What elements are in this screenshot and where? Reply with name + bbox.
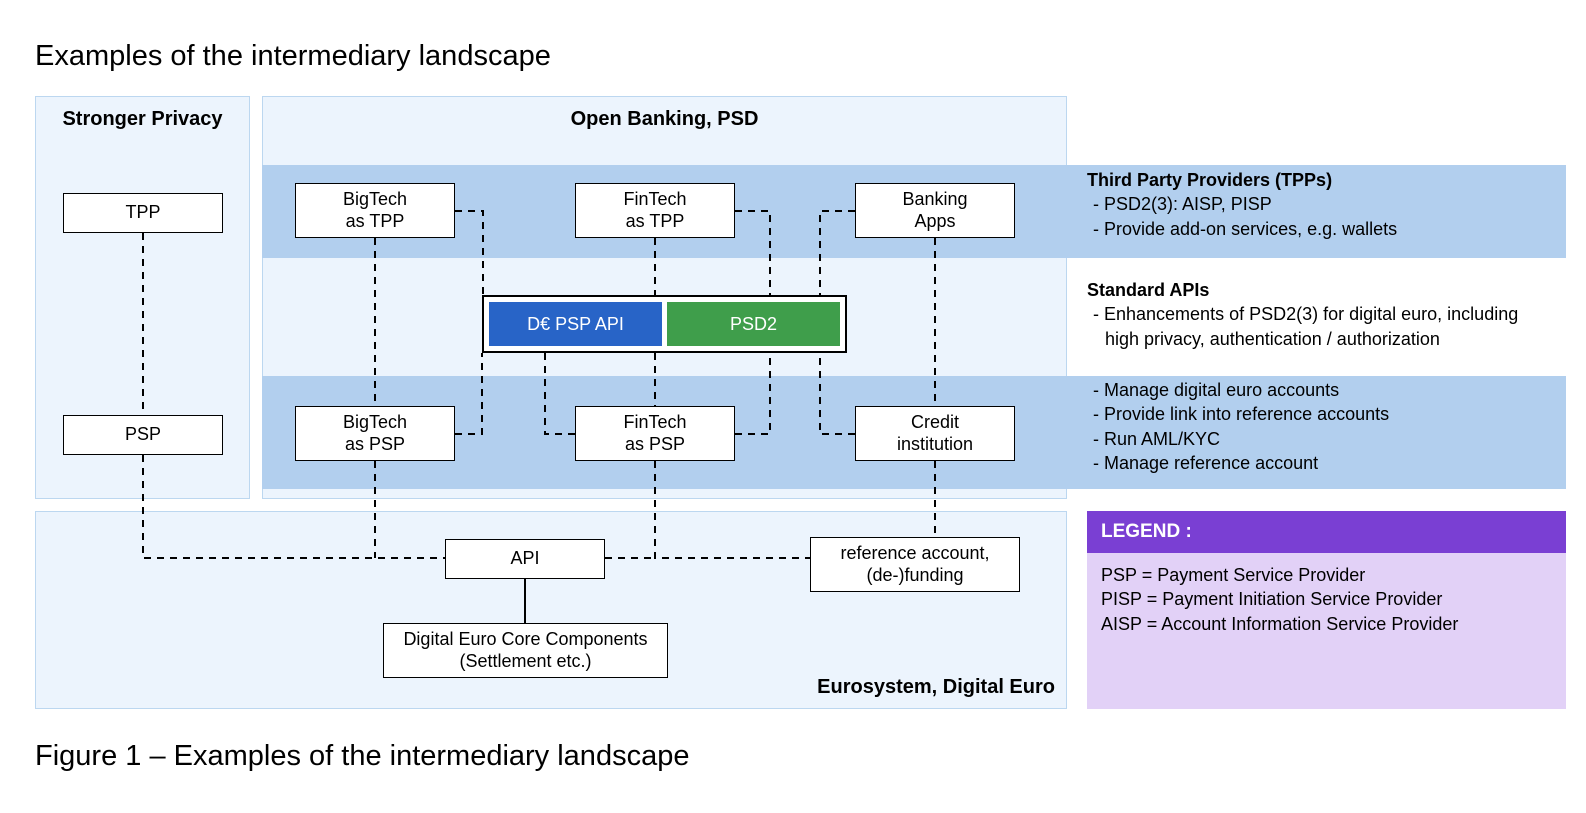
notes-psp-b4: - Manage reference account: [1087, 451, 1557, 475]
node-credit-institution: Credit institution: [855, 406, 1015, 461]
page-title: Examples of the intermediary landscape: [35, 40, 551, 73]
legend-line-aisp: AISP = Account Information Service Provi…: [1101, 612, 1552, 636]
notes-psp: - Manage digital euro accounts - Provide…: [1087, 378, 1557, 475]
notes-psp-b1: - Manage digital euro accounts: [1087, 378, 1557, 402]
notes-tpp-b1: - PSD2(3): AISP, PISP: [1087, 192, 1557, 216]
node-reference-account: reference account, (de-)funding: [810, 537, 1020, 592]
notes-psp-b2: - Provide link into reference accounts: [1087, 402, 1557, 426]
api-box: D€ PSP API PSD2: [482, 295, 847, 353]
api-de-psp: D€ PSP API: [489, 302, 662, 346]
node-core: Digital Euro Core Components (Settlement…: [383, 623, 668, 678]
notes-tpp: Third Party Providers (TPPs) - PSD2(3): …: [1087, 168, 1557, 241]
notes-api-b1: - Enhancements of PSD2(3) for digital eu…: [1087, 302, 1557, 351]
legend-header: LEGEND :: [1087, 511, 1566, 553]
header-eurosystem: Eurosystem, Digital Euro: [35, 676, 1055, 699]
notes-api: Standard APIs - Enhancements of PSD2(3) …: [1087, 278, 1557, 351]
notes-psp-b3: - Run AML/KYC: [1087, 427, 1557, 451]
header-stronger-privacy: Stronger Privacy: [35, 108, 250, 131]
node-fintech-psp: FinTech as PSP: [575, 406, 735, 461]
node-psp: PSP: [63, 415, 223, 455]
notes-tpp-heading: Third Party Providers (TPPs): [1087, 170, 1332, 190]
node-bigtech-psp: BigTech as PSP: [295, 406, 455, 461]
api-psd2: PSD2: [667, 302, 840, 346]
diagram-canvas: Examples of the intermediary landscape S…: [20, 20, 1566, 793]
node-fintech-tpp: FinTech as TPP: [575, 183, 735, 238]
notes-tpp-b2: - Provide add-on services, e.g. wallets: [1087, 217, 1557, 241]
node-bigtech-tpp: BigTech as TPP: [295, 183, 455, 238]
legend-line-psp: PSP = Payment Service Provider: [1101, 563, 1552, 587]
header-open-banking: Open Banking, PSD: [262, 108, 1067, 131]
notes-api-heading: Standard APIs: [1087, 280, 1209, 300]
legend-line-pisp: PISP = Payment Initiation Service Provid…: [1101, 587, 1552, 611]
node-tpp: TPP: [63, 193, 223, 233]
legend-body: PSP = Payment Service Provider PISP = Pa…: [1087, 553, 1566, 709]
node-api: API: [445, 539, 605, 579]
node-banking-apps: Banking Apps: [855, 183, 1015, 238]
figure-caption: Figure 1 – Examples of the intermediary …: [35, 740, 689, 773]
